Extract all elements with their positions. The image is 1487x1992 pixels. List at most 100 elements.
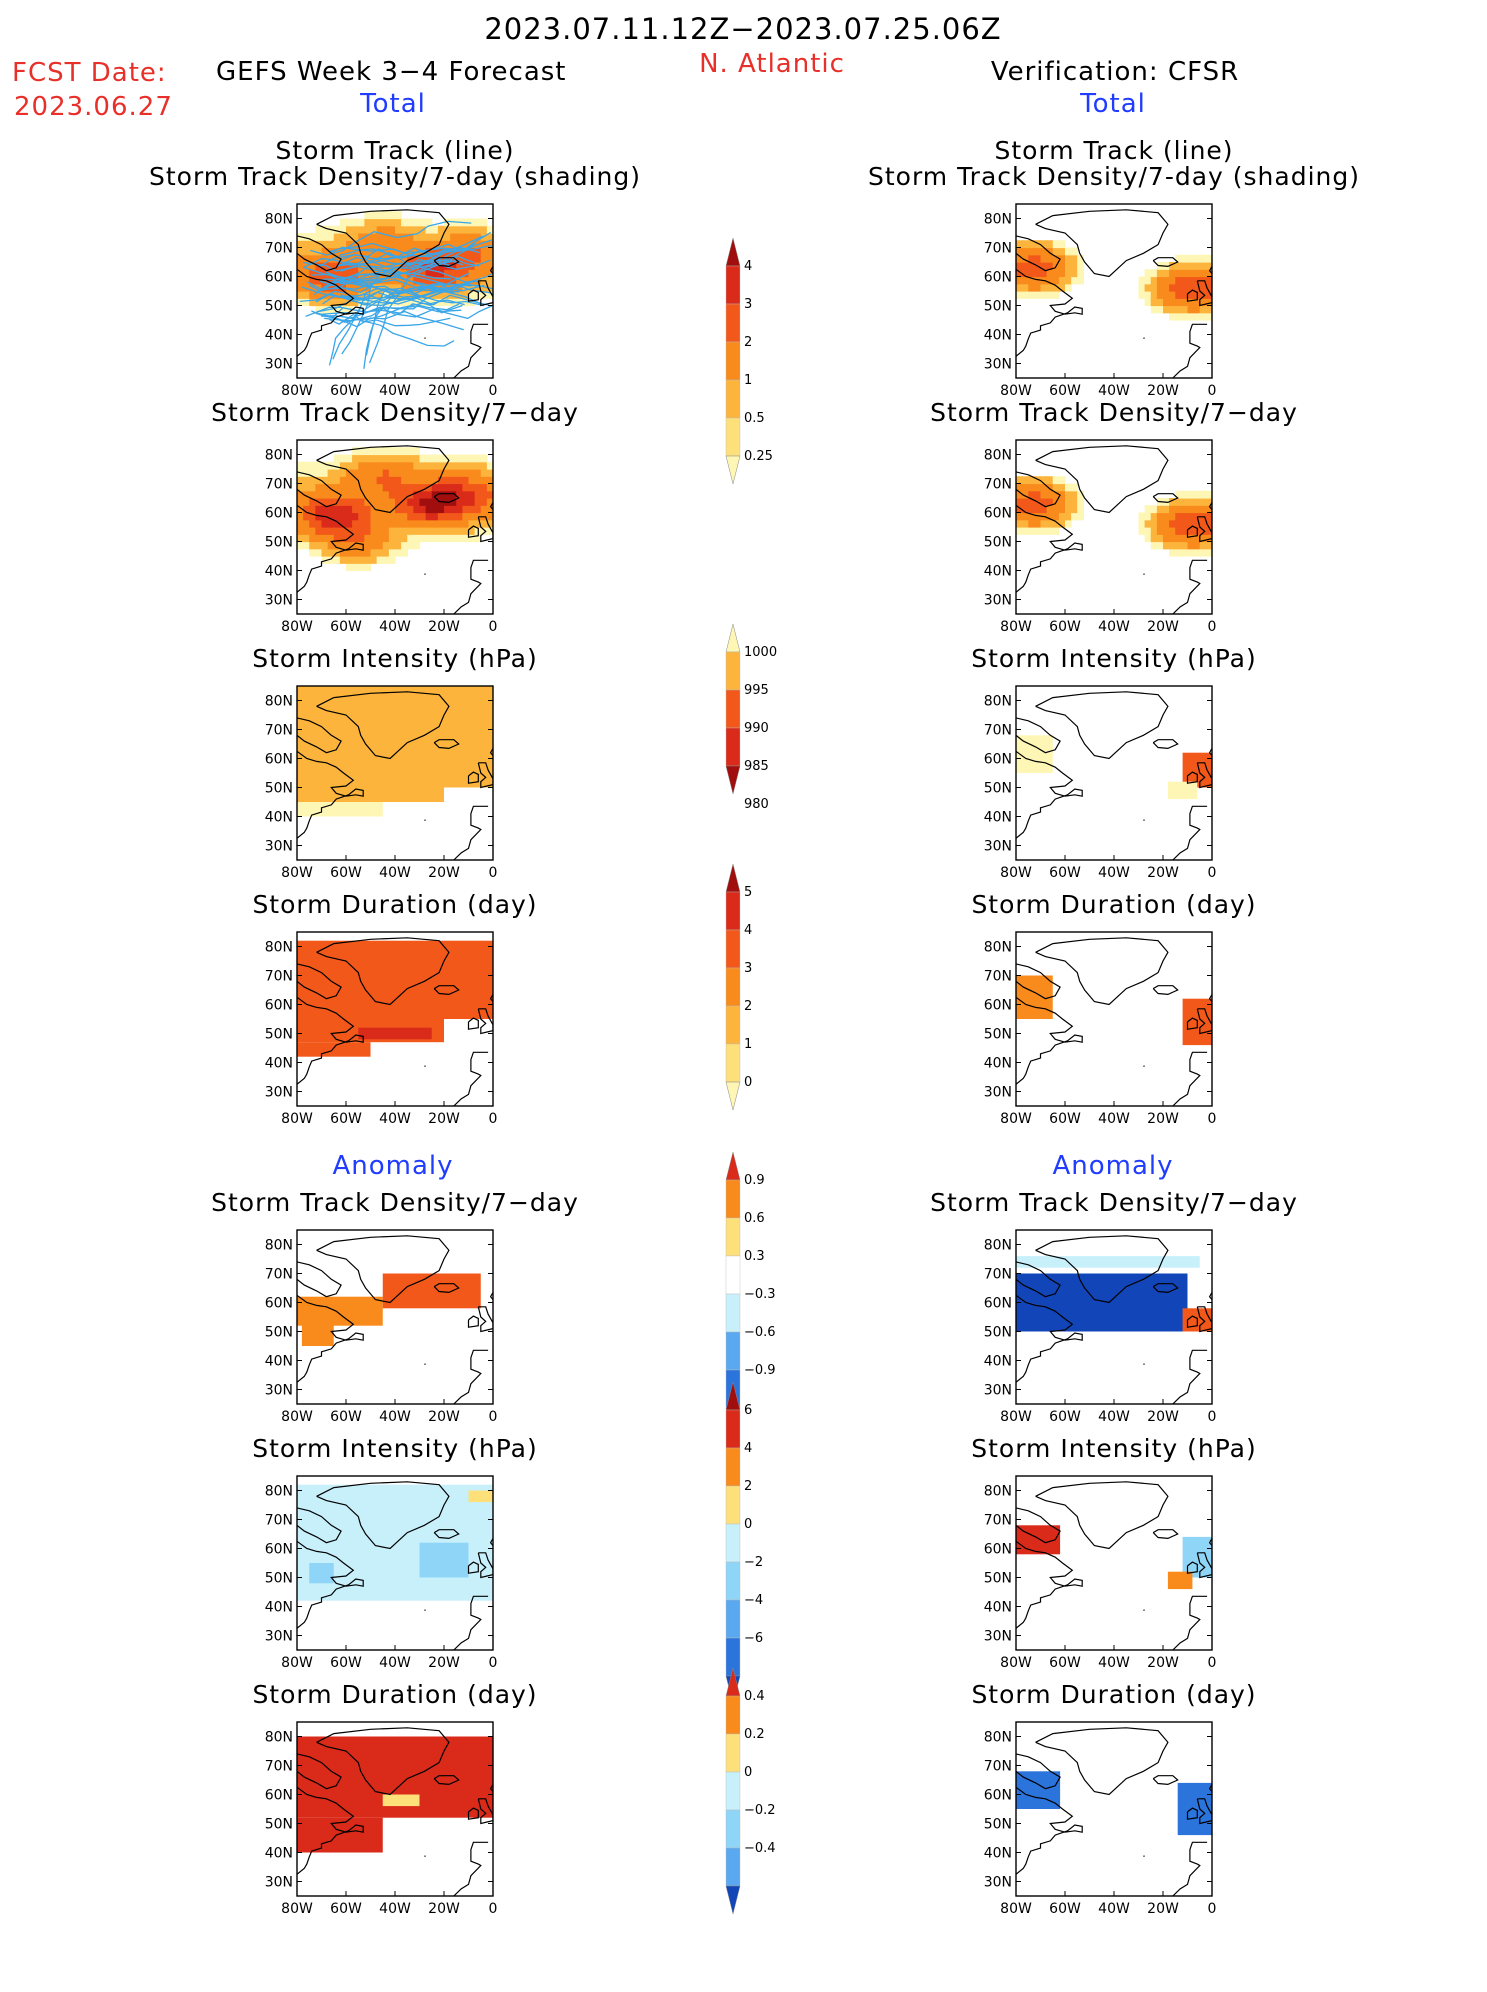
coastline-fa-duration xyxy=(297,1727,493,1896)
field-ob-density xyxy=(1016,476,1212,557)
lon-tick-label: 0 xyxy=(489,383,498,399)
cell-fc-duration-2 xyxy=(358,1027,432,1040)
lat-tick-label: 40N xyxy=(265,1600,293,1616)
lat-tick-label: 60N xyxy=(984,1296,1012,1312)
lon-tick-label: 40W xyxy=(379,619,411,635)
map-ob-density: 80N 70N 60N 50N 40N 30N 80W 60W 40W 20W 0 xyxy=(984,439,1216,635)
lon-tick-label: 0 xyxy=(1208,1409,1217,1425)
lat-tick-label: 70N xyxy=(265,1513,293,1529)
map-oa-duration: 80N 70N 60N 50N 40N 30N 80W 60W 40W 20W 0 xyxy=(984,1721,1216,1917)
lat-tick-label: 70N xyxy=(984,1267,1012,1283)
lon-tick-label: 60W xyxy=(330,1111,362,1127)
lon-tick-label: 0 xyxy=(489,1409,498,1425)
lat-tick-label: 30N xyxy=(265,593,293,609)
lon-tick-label: 20W xyxy=(428,383,460,399)
lat-tick-label: 50N xyxy=(265,1027,293,1043)
lat-tick-label: 70N xyxy=(984,477,1012,493)
colorbar-label: −0.2 xyxy=(744,1803,776,1818)
cell-fa-intensity-2 xyxy=(309,1563,334,1584)
cell-fa-duration-2 xyxy=(382,1794,420,1807)
panel-title-ob-track-1: Storm Track Density/7-day (shading) xyxy=(867,162,1361,191)
lat-tick-label: 60N xyxy=(984,1788,1012,1804)
lon-tick-label: 80W xyxy=(281,1409,313,1425)
colorbar-label: 2 xyxy=(744,999,752,1014)
coastline-fc-track xyxy=(297,209,493,378)
lon-tick-label: 40W xyxy=(1098,1111,1130,1127)
colorbar-label: 1 xyxy=(744,1037,752,1052)
storm-track-lines xyxy=(299,220,493,369)
lat-tick-label: 50N xyxy=(984,535,1012,551)
cell-oa-density-1 xyxy=(1016,1273,1188,1332)
map-ob-duration: 80N 70N 60N 50N 40N 30N 80W 60W 40W 20W 0 xyxy=(984,931,1216,1127)
lon-tick-label: 80W xyxy=(281,1111,313,1127)
panel-title-oa-intensity-0: Storm Intensity (hPa) xyxy=(971,1434,1257,1463)
fcst-date-label: FCST Date: xyxy=(12,58,167,88)
lat-tick-label: 80N xyxy=(265,940,293,956)
lon-tick-label: 60W xyxy=(330,865,362,881)
lon-tick-label: 60W xyxy=(330,1655,362,1671)
colorbar-label: 2 xyxy=(744,335,752,350)
lon-tick-label: 20W xyxy=(428,865,460,881)
panel-title-oa-density-0: Storm Track Density/7−day xyxy=(930,1188,1298,1217)
field-oa-duration xyxy=(1016,1771,1212,1836)
cell-oa-intensity-0 xyxy=(1016,1525,1061,1555)
lat-tick-label: 70N xyxy=(265,241,293,257)
field-fa-duration xyxy=(297,1736,493,1853)
colorbar-label: 4 xyxy=(744,1441,752,1456)
colorbar-label: 5 xyxy=(744,885,752,900)
lon-tick-label: 20W xyxy=(1147,383,1179,399)
lon-tick-label: 80W xyxy=(1000,383,1032,399)
map-fc-track: 80N 70N 60N 50N 40N 30N 80W 60W 40W 20W 0 xyxy=(265,203,498,399)
lon-tick-label: 80W xyxy=(281,865,313,881)
lat-tick-label: 30N xyxy=(265,1085,293,1101)
colorbar-label: 0 xyxy=(744,1765,752,1780)
colorbar-label: −0.3 xyxy=(744,1287,776,1302)
lon-tick-label: 0 xyxy=(1208,865,1217,881)
lon-tick-label: 80W xyxy=(1000,1409,1032,1425)
colorbar-label: 4 xyxy=(744,923,752,938)
colorbar-label: 0.3 xyxy=(744,1249,765,1264)
date-range-title: 2023.07.11.12Z−2023.07.25.06Z xyxy=(484,12,1002,46)
lon-tick-label: 0 xyxy=(489,619,498,635)
colorbar-label: −0.9 xyxy=(744,1363,776,1378)
lon-tick-label: 40W xyxy=(1098,383,1130,399)
lat-tick-label: 40N xyxy=(984,1600,1012,1616)
lat-tick-label: 30N xyxy=(265,357,293,373)
lat-tick-label: 50N xyxy=(265,1571,293,1587)
lat-tick-label: 60N xyxy=(265,752,293,768)
colorbar-label: 3 xyxy=(744,961,752,976)
lat-tick-label: 40N xyxy=(265,1354,293,1370)
lon-tick-label: 80W xyxy=(281,619,313,635)
lon-tick-label: 40W xyxy=(379,1655,411,1671)
lat-tick-label: 60N xyxy=(265,506,293,522)
coastline-ob-duration xyxy=(1016,937,1212,1106)
panel-title-oa-duration-0: Storm Duration (day) xyxy=(971,1680,1257,1709)
colorbar-cb-duration: 5 4 3 2 1 0 xyxy=(725,863,752,1111)
colorbar-label: 0.6 xyxy=(744,1211,765,1226)
cell-fa-intensity-3 xyxy=(468,1490,493,1503)
lon-tick-label: 80W xyxy=(1000,1111,1032,1127)
map-fa-intensity: 80N 70N 60N 50N 40N 30N 80W 60W 40W 20W 0 xyxy=(265,1475,497,1671)
lat-tick-label: 80N xyxy=(984,448,1012,464)
coastline-ob-track xyxy=(1016,209,1212,378)
lat-tick-label: 30N xyxy=(984,1875,1012,1891)
lat-tick-label: 40N xyxy=(265,564,293,580)
coastline-fa-intensity xyxy=(297,1481,493,1650)
lat-tick-label: 40N xyxy=(984,1354,1012,1370)
colorbar-label: 1000 xyxy=(744,645,777,660)
field-fc-intensity xyxy=(297,686,493,817)
lat-tick-label: 60N xyxy=(265,1788,293,1804)
colorbar-label: 995 xyxy=(744,683,769,698)
panel-title-fa-intensity-0: Storm Intensity (hPa) xyxy=(252,1434,538,1463)
anomaly-label-right: Anomaly xyxy=(1052,1151,1174,1181)
lat-tick-label: 30N xyxy=(984,1629,1012,1645)
coastline-fc-duration xyxy=(297,937,493,1106)
fcst-date-value: 2023.06.27 xyxy=(14,92,173,122)
panel-title-ob-track-0: Storm Track (line) xyxy=(994,136,1234,165)
lat-tick-label: 60N xyxy=(984,1542,1012,1558)
lat-tick-label: 60N xyxy=(984,270,1012,286)
colorbar-label: 0.2 xyxy=(744,1727,765,1742)
field-ob-track xyxy=(1016,240,1212,321)
cell-oa-density-0 xyxy=(1016,1256,1200,1268)
lat-tick-label: 40N xyxy=(984,328,1012,344)
